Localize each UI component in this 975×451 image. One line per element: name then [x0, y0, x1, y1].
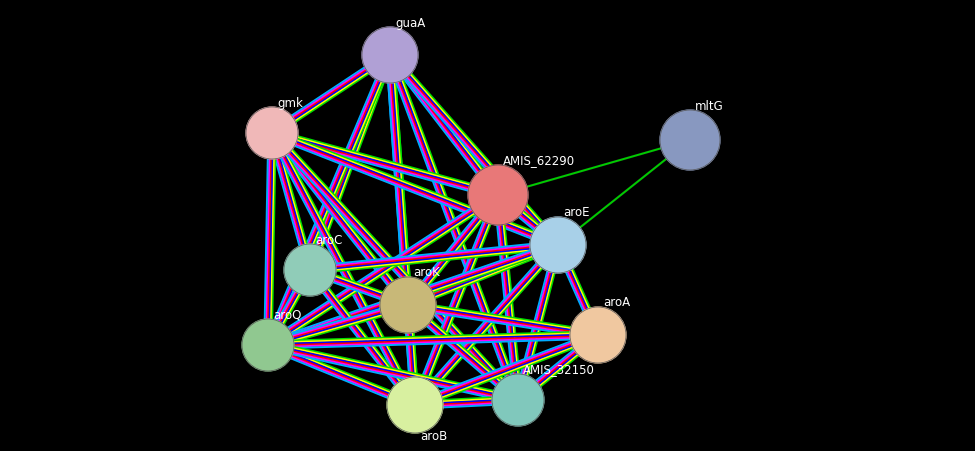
- Circle shape: [660, 110, 720, 170]
- Text: aroQ: aroQ: [273, 308, 301, 322]
- Text: aroE: aroE: [563, 207, 590, 220]
- Text: guaA: guaA: [395, 17, 425, 29]
- Circle shape: [387, 377, 443, 433]
- Circle shape: [468, 165, 528, 225]
- Text: AMIS_32150: AMIS_32150: [523, 364, 595, 377]
- Circle shape: [530, 217, 586, 273]
- Circle shape: [380, 277, 436, 333]
- Text: aroC: aroC: [315, 234, 342, 247]
- Text: mltG: mltG: [695, 100, 723, 112]
- Circle shape: [492, 374, 544, 426]
- Circle shape: [284, 244, 336, 296]
- Text: gmk: gmk: [277, 97, 303, 110]
- Text: aroK: aroK: [413, 267, 440, 280]
- Text: aroB: aroB: [420, 431, 448, 443]
- Circle shape: [570, 307, 626, 363]
- Text: aroA: aroA: [603, 296, 630, 309]
- Circle shape: [246, 107, 298, 159]
- Circle shape: [242, 319, 294, 371]
- Circle shape: [362, 27, 418, 83]
- Text: AMIS_62290: AMIS_62290: [503, 155, 575, 167]
